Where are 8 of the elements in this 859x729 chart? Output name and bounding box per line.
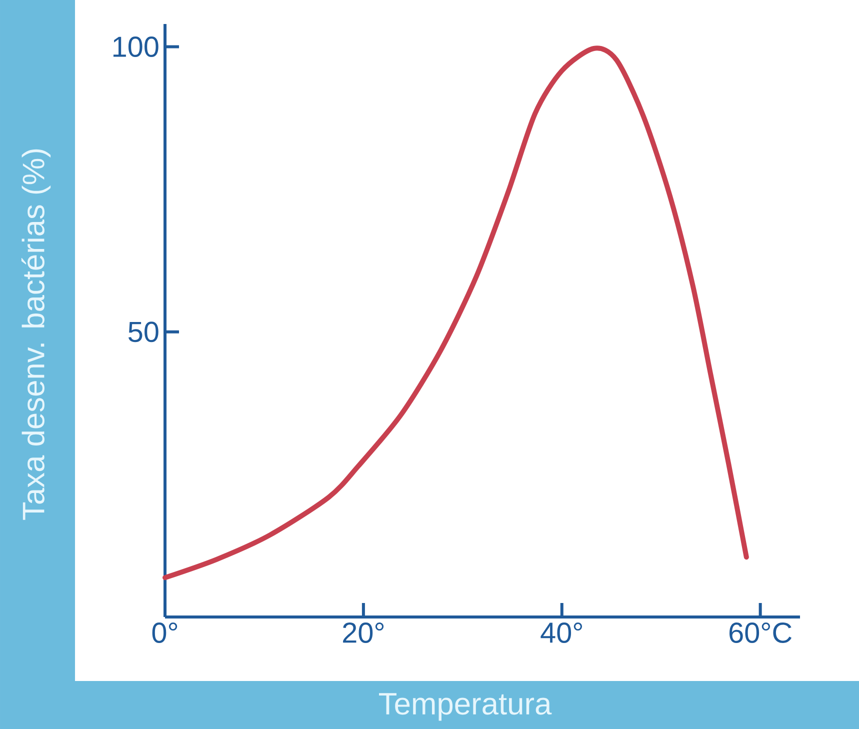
x-tick-label: 60°C: [730, 622, 792, 643]
x-axis-title: Temperatura: [379, 693, 552, 721]
y-axis-title: Taxa desenv. bactérias (%): [21, 149, 51, 520]
y-tick-label: 100: [113, 36, 158, 58]
x-tick-label: 20°: [343, 622, 384, 643]
x-tick-label: 40°: [540, 622, 582, 643]
x-tick-label: 0°: [152, 622, 178, 643]
y-tick-label: 50: [128, 322, 158, 342]
